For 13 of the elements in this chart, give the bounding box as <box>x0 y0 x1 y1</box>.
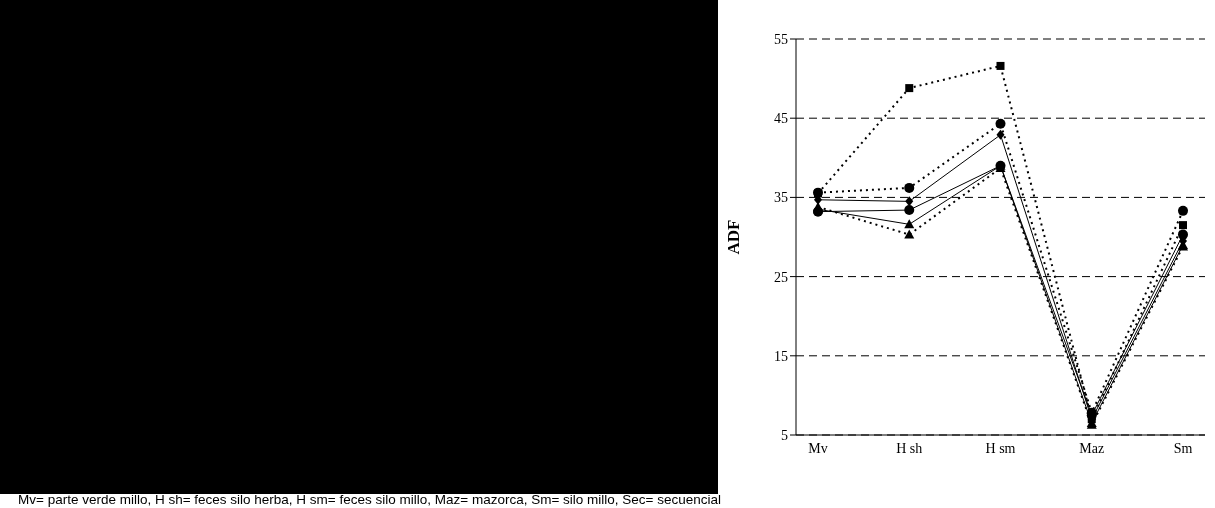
y-axis-title: ADF <box>724 219 744 255</box>
y-tick-label: 35 <box>774 190 788 206</box>
y-tick-label: 25 <box>774 269 788 285</box>
y-tick-label: 55 <box>774 31 788 47</box>
y-tick-label: 15 <box>774 348 788 364</box>
y-tick-label: 45 <box>774 111 788 127</box>
x-tick-label: H sh <box>896 440 923 456</box>
text: Mv= parte verde millo, H sh= feces silo herba, H sm= feces silo millo, Maz= mazorca, Sm= silo millo, Sec= secuencial <box>18 492 722 507</box>
x-tick-label: Mv <box>808 440 828 456</box>
x-tick-label: H sm <box>985 440 1016 456</box>
y-tick-label: 5 <box>781 427 788 443</box>
x-tick-label: Sm <box>1173 440 1193 456</box>
x-tick-label: Maz <box>1079 440 1105 456</box>
